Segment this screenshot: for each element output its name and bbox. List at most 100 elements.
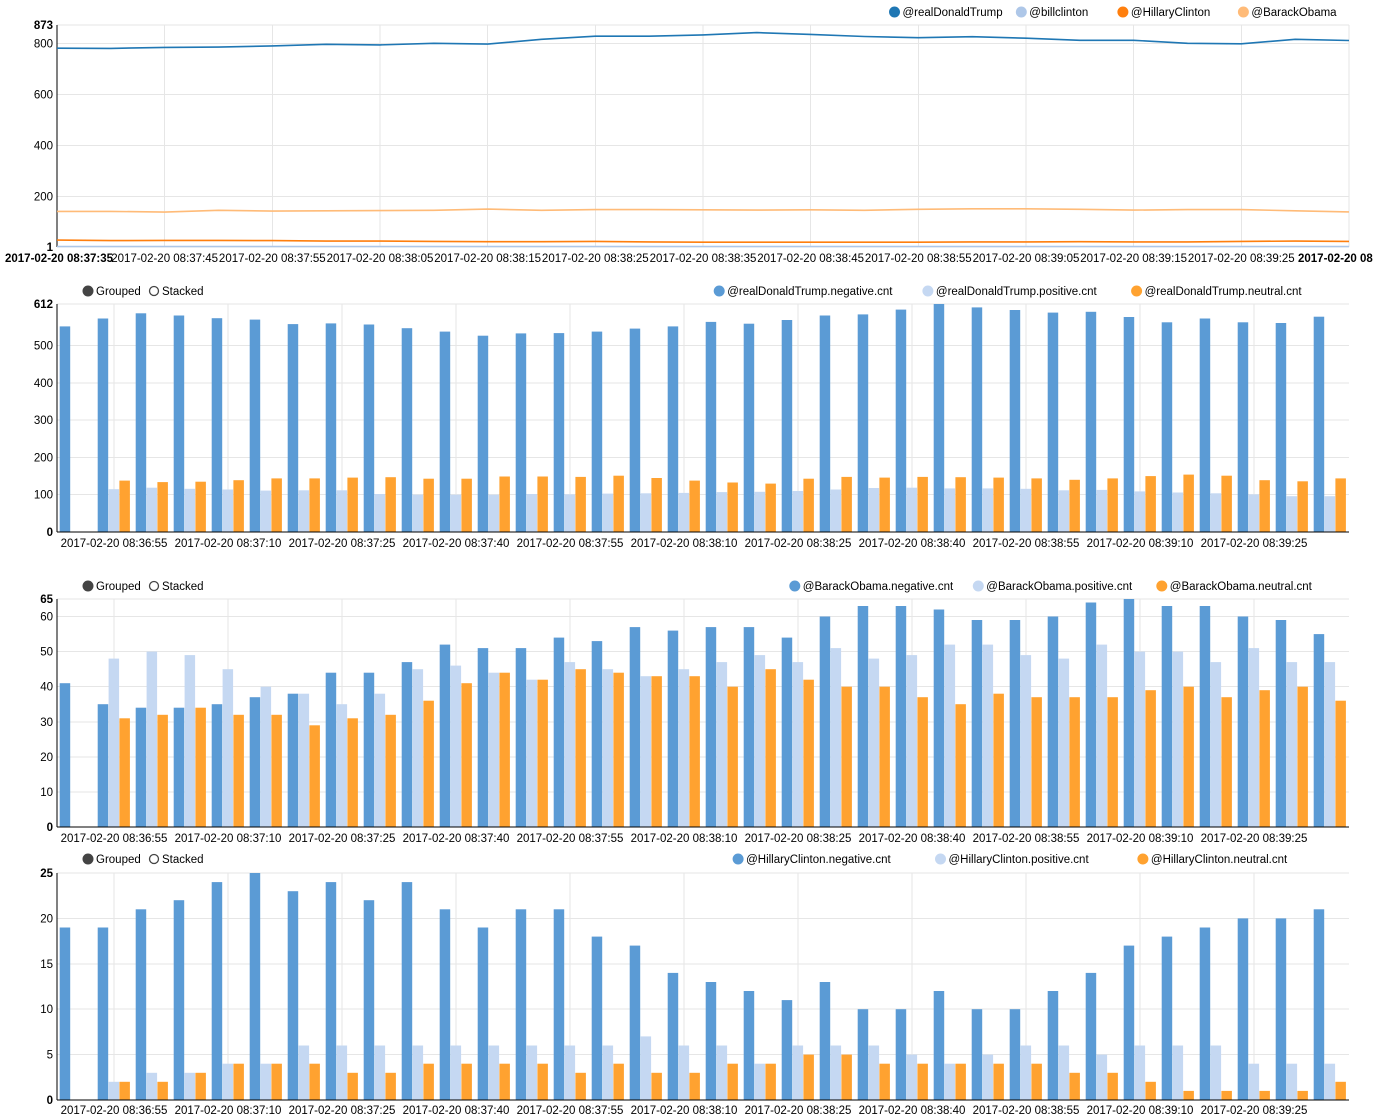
bar[interactable] [575, 476, 586, 532]
bar[interactable] [868, 1045, 880, 1101]
bar[interactable] [1313, 316, 1325, 532]
bar[interactable] [1069, 697, 1080, 827]
bar[interactable] [640, 493, 652, 532]
bar[interactable] [689, 676, 700, 827]
bar[interactable] [1009, 1009, 1021, 1100]
bar[interactable] [857, 314, 869, 532]
bar[interactable] [211, 318, 223, 532]
bar[interactable] [450, 665, 462, 827]
bar[interactable] [765, 483, 776, 532]
bar[interactable] [119, 1081, 130, 1100]
bar[interactable] [1172, 1045, 1184, 1101]
bar[interactable] [1183, 686, 1194, 827]
legend-swatch[interactable] [1015, 6, 1027, 18]
bar[interactable] [841, 1054, 852, 1100]
bar[interactable] [575, 1072, 586, 1100]
bar[interactable] [553, 333, 565, 532]
bar[interactable] [830, 489, 842, 533]
legend-swatch[interactable] [732, 853, 744, 865]
bar[interactable] [792, 662, 804, 827]
bar[interactable] [499, 476, 510, 533]
bar[interactable] [993, 1063, 1004, 1100]
bar[interactable] [895, 606, 907, 827]
bar[interactable] [526, 494, 538, 532]
bar[interactable] [363, 672, 375, 827]
bar[interactable] [211, 882, 223, 1100]
legend-item[interactable]: @HillaryClinton [1117, 6, 1210, 19]
bar[interactable] [1161, 936, 1173, 1100]
bar[interactable] [119, 480, 130, 532]
grouped-control[interactable]: Grouped [82, 285, 141, 298]
bar[interactable] [450, 494, 462, 532]
legend-item[interactable]: @BarackObama.positive.cnt [972, 580, 1133, 593]
bar[interactable] [868, 658, 880, 827]
legend-swatch[interactable] [1237, 6, 1249, 18]
bar[interactable] [515, 909, 527, 1100]
bar[interactable] [667, 326, 679, 532]
bar[interactable] [591, 641, 603, 827]
bar[interactable] [1145, 476, 1156, 532]
bar[interactable] [1069, 479, 1080, 532]
bar[interactable] [602, 1045, 614, 1101]
bar[interactable] [613, 475, 624, 532]
bar[interactable] [689, 480, 700, 532]
bar[interactable] [477, 927, 489, 1101]
grouped-control[interactable]: Grouped [82, 853, 141, 866]
bar[interactable] [781, 320, 793, 532]
bar[interactable] [233, 714, 244, 827]
bar[interactable] [347, 718, 358, 827]
bar[interactable] [1297, 1090, 1308, 1100]
bar[interactable] [1009, 620, 1021, 827]
bar[interactable] [803, 679, 814, 827]
legend-item[interactable]: @realDonaldTrump.positive.cnt [922, 285, 1098, 298]
bar[interactable] [754, 491, 766, 532]
bar[interactable] [1085, 972, 1097, 1100]
bar[interactable] [108, 1081, 120, 1100]
bar[interactable] [146, 487, 158, 532]
bar[interactable] [743, 323, 755, 532]
bar[interactable] [792, 491, 804, 532]
bar[interactable] [629, 328, 641, 532]
bar[interactable] [1161, 322, 1173, 532]
legend-swatch[interactable] [922, 285, 934, 297]
bar[interactable] [412, 494, 424, 532]
bar[interactable] [1058, 658, 1070, 827]
bar[interactable] [1096, 489, 1108, 532]
bar[interactable] [1020, 655, 1032, 827]
bar[interactable] [1297, 686, 1308, 827]
legend-swatch[interactable] [972, 580, 984, 592]
bar[interactable] [298, 1045, 310, 1101]
bar[interactable] [135, 707, 147, 827]
bar[interactable] [211, 704, 223, 827]
bar[interactable] [841, 686, 852, 827]
bar[interactable] [1237, 616, 1249, 828]
bar[interactable] [1096, 1054, 1108, 1100]
bar[interactable] [1161, 606, 1173, 827]
legend-item[interactable]: @HillaryClinton.negative.cnt [732, 853, 892, 866]
bar[interactable] [119, 718, 130, 827]
bar[interactable] [401, 882, 413, 1100]
bar[interactable] [173, 315, 185, 533]
bar[interactable] [195, 481, 206, 532]
stacked-control[interactable]: Stacked [148, 580, 204, 593]
bar[interactable] [1172, 492, 1184, 533]
bar[interactable] [765, 669, 776, 827]
bar[interactable] [1335, 478, 1346, 532]
bar[interactable] [537, 476, 548, 533]
bar[interactable] [412, 1045, 424, 1101]
bar[interactable] [157, 1081, 168, 1100]
bar[interactable] [830, 648, 842, 827]
bar[interactable] [575, 669, 586, 827]
bar[interactable] [792, 1045, 804, 1101]
bar[interactable] [727, 686, 738, 827]
bar[interactable] [222, 1063, 234, 1100]
bar[interactable] [971, 1009, 983, 1100]
bar[interactable] [1096, 644, 1108, 827]
legend-swatch[interactable] [1156, 580, 1168, 592]
bar[interactable] [1172, 651, 1184, 827]
bar[interactable] [1275, 620, 1287, 827]
bar[interactable] [841, 476, 852, 532]
bar[interactable] [944, 1063, 956, 1100]
bar[interactable] [933, 991, 945, 1100]
bar[interactable] [260, 490, 272, 532]
